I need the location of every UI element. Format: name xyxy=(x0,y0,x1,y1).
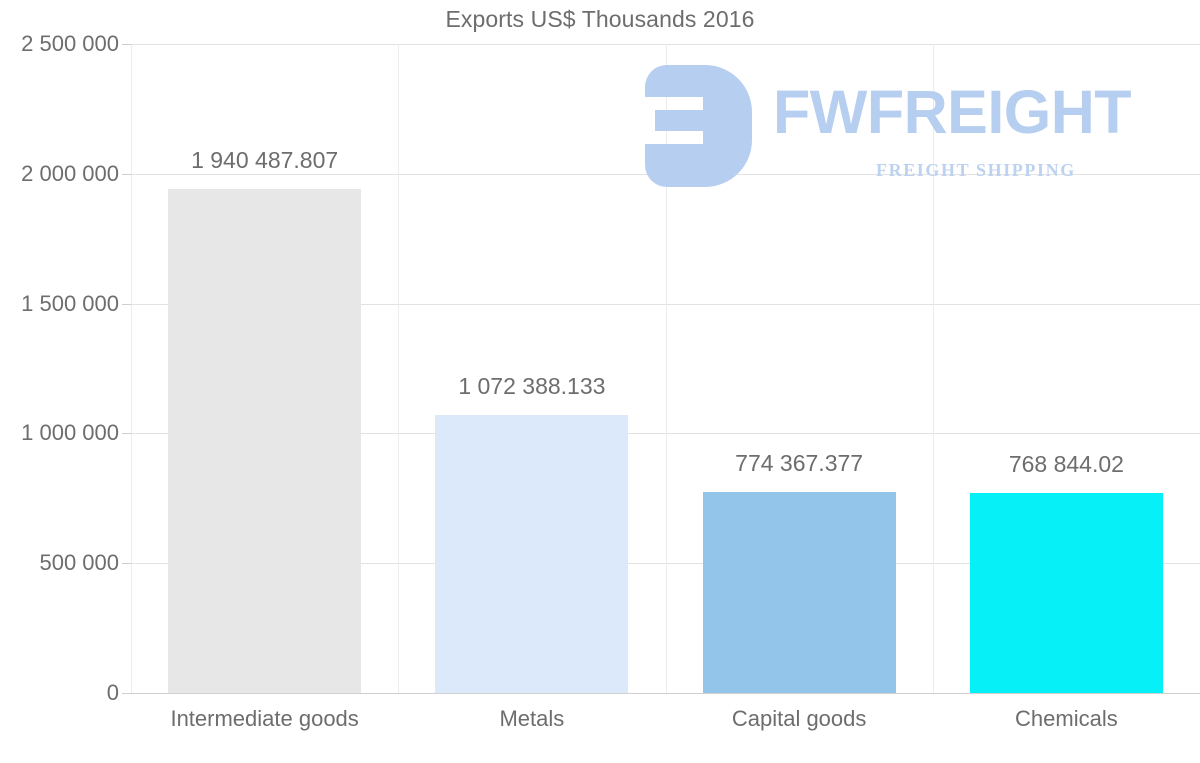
category-separator xyxy=(666,44,667,693)
y-axis-tick-label: 1 500 000 xyxy=(21,290,119,316)
y-axis-tick-label: 2 500 000 xyxy=(21,31,119,56)
x-axis-category-label: Intermediate goods xyxy=(170,706,359,731)
bar[interactable] xyxy=(702,491,896,693)
y-axis-tick-label: 500 000 xyxy=(39,550,119,576)
plot-area xyxy=(131,44,1200,694)
gridline xyxy=(131,433,1200,435)
tick-mark xyxy=(122,693,131,694)
category-separator xyxy=(933,44,934,693)
tick-mark xyxy=(122,563,131,565)
bar-value-label: 774 367.377 xyxy=(735,449,864,476)
tick-mark xyxy=(122,303,131,305)
y-axis-tick-label: 2 000 000 xyxy=(21,160,119,186)
tick-mark xyxy=(122,433,131,435)
gridline xyxy=(131,44,1200,45)
gridline xyxy=(131,563,1200,565)
x-axis-category-label: Chemicals xyxy=(1015,706,1118,731)
bar-value-label: 768 844.02 xyxy=(1008,451,1124,478)
bar[interactable] xyxy=(969,493,1163,693)
tick-mark xyxy=(122,44,131,45)
bar-value-label: 1 072 388.133 xyxy=(458,372,606,399)
x-axis-category-label: Capital goods xyxy=(731,706,867,731)
y-axis-tick-label: 0 xyxy=(106,680,119,705)
bar[interactable] xyxy=(435,414,629,693)
chart-title: Exports US$ Thousands 2016 xyxy=(445,6,755,32)
gridline xyxy=(131,693,1200,694)
y-axis-line xyxy=(131,44,132,693)
bar[interactable] xyxy=(168,189,362,693)
tick-mark xyxy=(122,173,131,175)
gridline xyxy=(131,303,1200,305)
y-axis-tick-label: 1 000 000 xyxy=(21,420,119,446)
bar-value-label: 1 940 487.807 xyxy=(191,147,339,174)
category-separator xyxy=(398,44,399,693)
x-axis-category-label: Metals xyxy=(499,706,565,731)
